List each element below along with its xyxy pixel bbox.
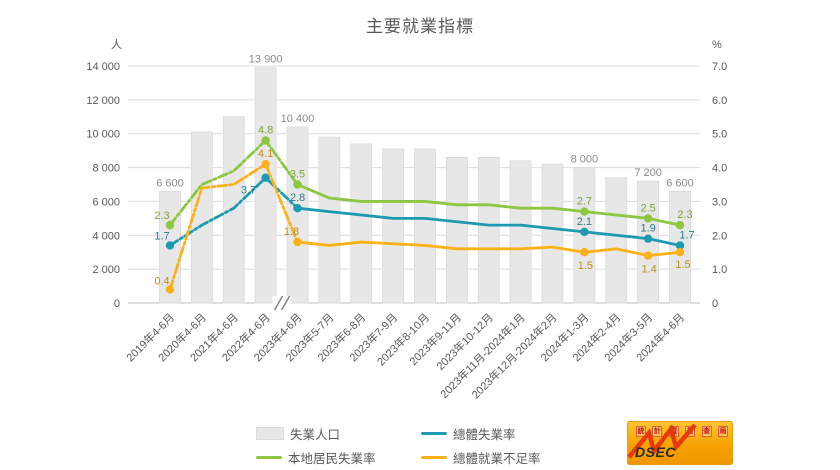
y-axis-tick-right: 3.0	[712, 196, 727, 208]
point-marker	[165, 241, 175, 250]
series-line	[297, 206, 681, 247]
point-value-label: 3.7	[241, 185, 256, 197]
point-value-label: 1.8	[284, 226, 299, 238]
axis-break-icon	[273, 295, 284, 311]
point-marker	[675, 241, 685, 250]
point-value-label: 1.7	[154, 230, 169, 242]
point-value-label: 1.5	[578, 260, 593, 272]
point-marker	[293, 204, 302, 213]
y-axis-tick-right: 6.0	[712, 95, 727, 107]
point-marker	[675, 220, 685, 230]
point-marker	[261, 159, 270, 169]
legend-item-underemployment-rate: 總體就業不足率	[421, 448, 621, 467]
series-line-dashed	[168, 138, 299, 227]
y-axis-tick-left: 0	[114, 298, 120, 310]
point-value-label: 1.9	[640, 223, 655, 235]
legend-label: 本地居民失業率	[288, 451, 376, 466]
bar-value-label: 10 400	[281, 113, 315, 125]
point-marker	[261, 173, 270, 182]
y-axis-tick-right: 0	[712, 298, 718, 310]
line-swatch-icon	[421, 431, 447, 435]
dsec-logo: 統計暨普查局 DSEC	[627, 421, 733, 465]
series-line	[296, 183, 681, 227]
series-line	[297, 240, 681, 257]
legend-item-overall-unemployment-rate: 總體失業率	[421, 424, 621, 443]
bar	[541, 163, 564, 304]
y-axis-tick-left: 8 000	[92, 163, 120, 175]
point-marker	[643, 251, 653, 260]
employment-chart: 14 000 7.0 12 000 6.0 10 000 5.0 8 000 4.0 6 000…	[86, 38, 727, 401]
bar	[318, 136, 341, 304]
bar-value-label: 8 000	[571, 154, 599, 166]
point-marker	[293, 237, 302, 247]
bar	[222, 116, 245, 304]
point-value-label: 2.8	[290, 192, 305, 204]
point-value-label: 2.3	[154, 210, 169, 222]
y-axis-tick-left: 14 000	[86, 61, 120, 73]
bar	[382, 148, 405, 304]
point-value-label: 2.5	[640, 202, 655, 214]
dsec-logo-text: DSEC	[635, 444, 676, 460]
point-marker	[165, 220, 175, 230]
bar-value-label: 6 600	[666, 177, 694, 189]
bar	[477, 157, 500, 304]
point-marker	[580, 207, 589, 216]
bar	[350, 143, 373, 304]
point-value-label: 4.8	[258, 124, 273, 136]
legend-item-unemployed-population: 失業人口	[256, 424, 421, 443]
zigzag-icon	[627, 423, 697, 459]
bar	[445, 157, 468, 304]
point-marker	[165, 285, 175, 294]
bar-value-label: 6 600	[156, 177, 184, 189]
point-marker	[580, 227, 589, 237]
x-axis-tick: 2023年10-12月	[433, 310, 496, 373]
point-value-label: 4.1	[258, 148, 273, 160]
point-value-label: 2.1	[577, 216, 592, 228]
legend-item-local-unemployment-rate: 本地居民失業率	[256, 448, 421, 467]
y-axis-tick-right: 4.0	[712, 163, 727, 175]
bar	[254, 67, 277, 304]
bar-swatch-icon	[256, 426, 284, 440]
bar-value-label: 7 200	[634, 167, 662, 179]
y-axis-tick-left: 10 000	[86, 129, 120, 141]
point-marker	[293, 180, 302, 189]
legend-label: 總體就業不足率	[453, 451, 541, 466]
bar	[414, 148, 436, 304]
point-marker	[580, 248, 589, 257]
bar-value-label: 13 900	[249, 54, 283, 66]
bar	[605, 177, 628, 304]
chart-title: 主要就業指標	[366, 17, 474, 36]
axis-break-icon	[280, 295, 291, 311]
point-marker	[643, 234, 653, 243]
y-axis-tick-right: 5.0	[712, 129, 727, 141]
series-line-dashed	[168, 162, 299, 291]
point-marker	[643, 214, 653, 223]
left-axis-unit: 人	[111, 38, 122, 51]
bar	[509, 160, 532, 304]
line-swatch-icon	[421, 455, 447, 459]
point-value-label: 2.3	[677, 209, 692, 221]
point-value-label: 2.7	[577, 196, 592, 208]
chart-legend: 失業人口 總體失業率 本地居民失業率 總體就業不足率	[256, 421, 621, 469]
line-swatch-icon	[256, 455, 282, 459]
y-axis-tick-left: 12 000	[86, 95, 120, 107]
y-axis-tick-right: 1.0	[712, 264, 727, 276]
point-marker	[261, 136, 270, 145]
y-axis-tick-right: 7.0	[712, 61, 727, 73]
y-axis-tick-left: 6 000	[92, 196, 120, 208]
point-value-label: 3.5	[290, 169, 305, 181]
point-value-label: 1.4	[641, 264, 656, 276]
legend-label: 失業人口	[290, 427, 341, 442]
legend-label: 總體失業率	[453, 427, 516, 442]
point-marker	[675, 248, 685, 257]
y-axis-tick-left: 4 000	[92, 230, 120, 242]
point-value-label: 0.4	[154, 275, 169, 287]
point-value-label: 1.5	[675, 259, 690, 271]
right-axis-unit: %	[712, 39, 722, 51]
y-axis-tick-left: 2 000	[92, 264, 120, 276]
bar	[190, 131, 213, 304]
y-axis-tick-right: 2.0	[712, 230, 727, 242]
bar	[286, 126, 309, 304]
point-value-label: 1.7	[679, 229, 694, 241]
